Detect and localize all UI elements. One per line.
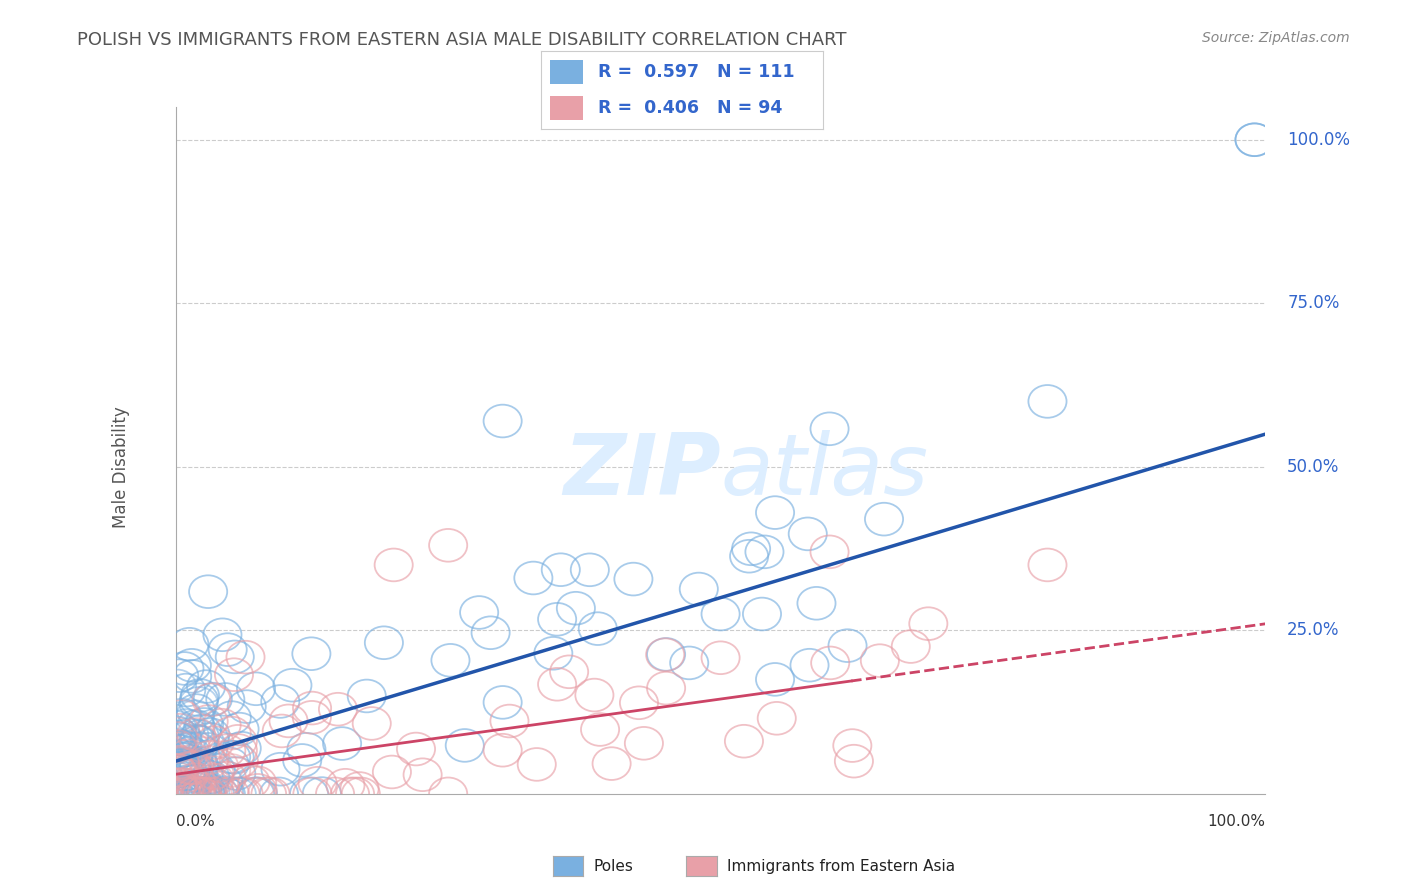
Text: Poles: Poles <box>593 859 633 873</box>
Text: Immigrants from Eastern Asia: Immigrants from Eastern Asia <box>727 859 955 873</box>
Text: 50.0%: 50.0% <box>1288 458 1340 475</box>
FancyBboxPatch shape <box>550 96 583 120</box>
Text: 100.0%: 100.0% <box>1208 814 1265 829</box>
Text: 100.0%: 100.0% <box>1288 131 1350 149</box>
Text: atlas: atlas <box>721 430 928 513</box>
Text: Source: ZipAtlas.com: Source: ZipAtlas.com <box>1202 31 1350 45</box>
Text: ZIP: ZIP <box>562 430 721 513</box>
Text: 75.0%: 75.0% <box>1288 294 1340 312</box>
Text: R =  0.597   N = 111: R = 0.597 N = 111 <box>598 63 794 81</box>
FancyBboxPatch shape <box>550 61 583 84</box>
Text: 25.0%: 25.0% <box>1288 622 1340 640</box>
Text: R =  0.406   N = 94: R = 0.406 N = 94 <box>598 99 782 117</box>
Text: POLISH VS IMMIGRANTS FROM EASTERN ASIA MALE DISABILITY CORRELATION CHART: POLISH VS IMMIGRANTS FROM EASTERN ASIA M… <box>77 31 846 49</box>
Text: 0.0%: 0.0% <box>176 814 215 829</box>
Text: Male Disability: Male Disability <box>112 406 131 528</box>
